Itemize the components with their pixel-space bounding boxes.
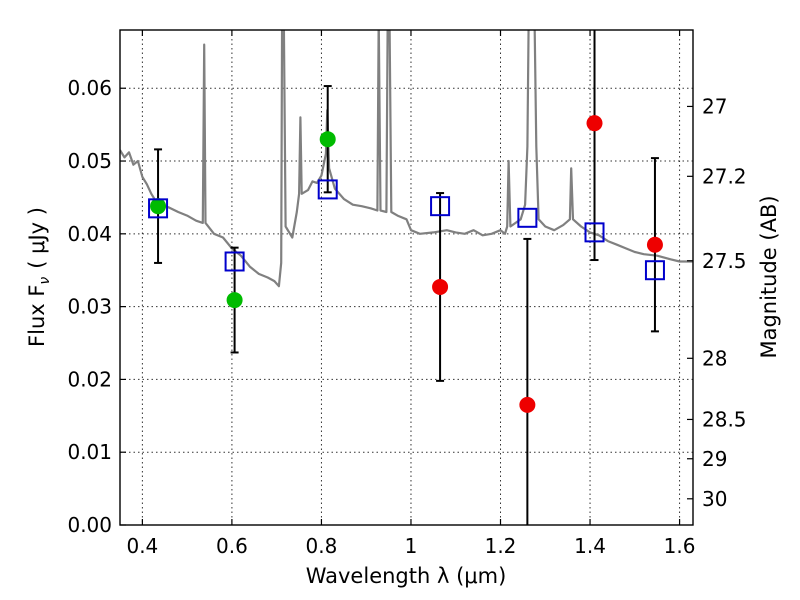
y2-tick-label: 27 — [702, 94, 727, 118]
model-point-square — [148, 198, 169, 219]
y2-tick-label: 28 — [702, 346, 727, 370]
data-point — [319, 131, 336, 148]
model-point-square — [317, 179, 338, 200]
y-tick-label: 0.06 — [67, 76, 112, 100]
y2-tick-label: 30 — [702, 487, 727, 511]
y2-tick-label: 27.2 — [702, 164, 747, 188]
plot-frame — [119, 29, 694, 526]
data-point — [646, 236, 663, 253]
data-point — [586, 115, 603, 132]
markers — [148, 115, 665, 413]
y-tick-label: 0.03 — [67, 295, 112, 319]
data-point — [226, 292, 243, 309]
model-point-square — [644, 260, 665, 281]
y-axis-label-unit: ( μJy ) — [25, 207, 49, 269]
y2-tick-label: 28.5 — [702, 407, 747, 431]
model-point-square — [224, 251, 245, 272]
data-point — [519, 396, 536, 413]
y-axis-label: Flux Fν ( μJy ) — [25, 207, 53, 347]
x-tick-label: 1.4 — [574, 534, 606, 558]
axes: 0.4 0.6 0.8 1 1.2 1.4 1.6 0.00 0.01 0.02 0.03 0.04 0… — [67, 30, 747, 558]
y2-tick-label: 29 — [702, 447, 727, 471]
x-tick-label: 0.8 — [306, 534, 338, 558]
x-tick-label: 1.6 — [664, 534, 696, 558]
model-point-square — [430, 196, 451, 217]
y-tick-label: 0.05 — [67, 149, 112, 173]
y2-axis-label: Magnitude (AB) — [757, 195, 781, 358]
x-tick-label: 1.2 — [485, 534, 517, 558]
x-tick-label: 0.6 — [216, 534, 248, 558]
y-tick-label: 0.01 — [67, 440, 112, 464]
x-axis-label: Wavelength λ (μm) — [306, 564, 507, 588]
x-tick-label: 0.4 — [126, 534, 158, 558]
data-point — [432, 278, 449, 295]
y-axis-label-sub: ν — [37, 277, 53, 285]
data-point — [150, 198, 167, 215]
y-tick-label: 0.02 — [67, 367, 112, 391]
y-axis-label-main: Flux F — [25, 285, 49, 347]
y2-tick-label: 27.5 — [702, 249, 747, 273]
model-spectrum-line — [120, 30, 693, 288]
error-bars — [154, 30, 659, 525]
model-point-square — [584, 222, 605, 243]
y-tick-label: 0.00 — [67, 513, 112, 537]
plot-area — [120, 30, 693, 288]
model-point-square — [517, 207, 538, 228]
x-tick-label: 1 — [405, 534, 418, 558]
y-tick-label: 0.04 — [67, 222, 112, 246]
grid — [120, 30, 693, 526]
